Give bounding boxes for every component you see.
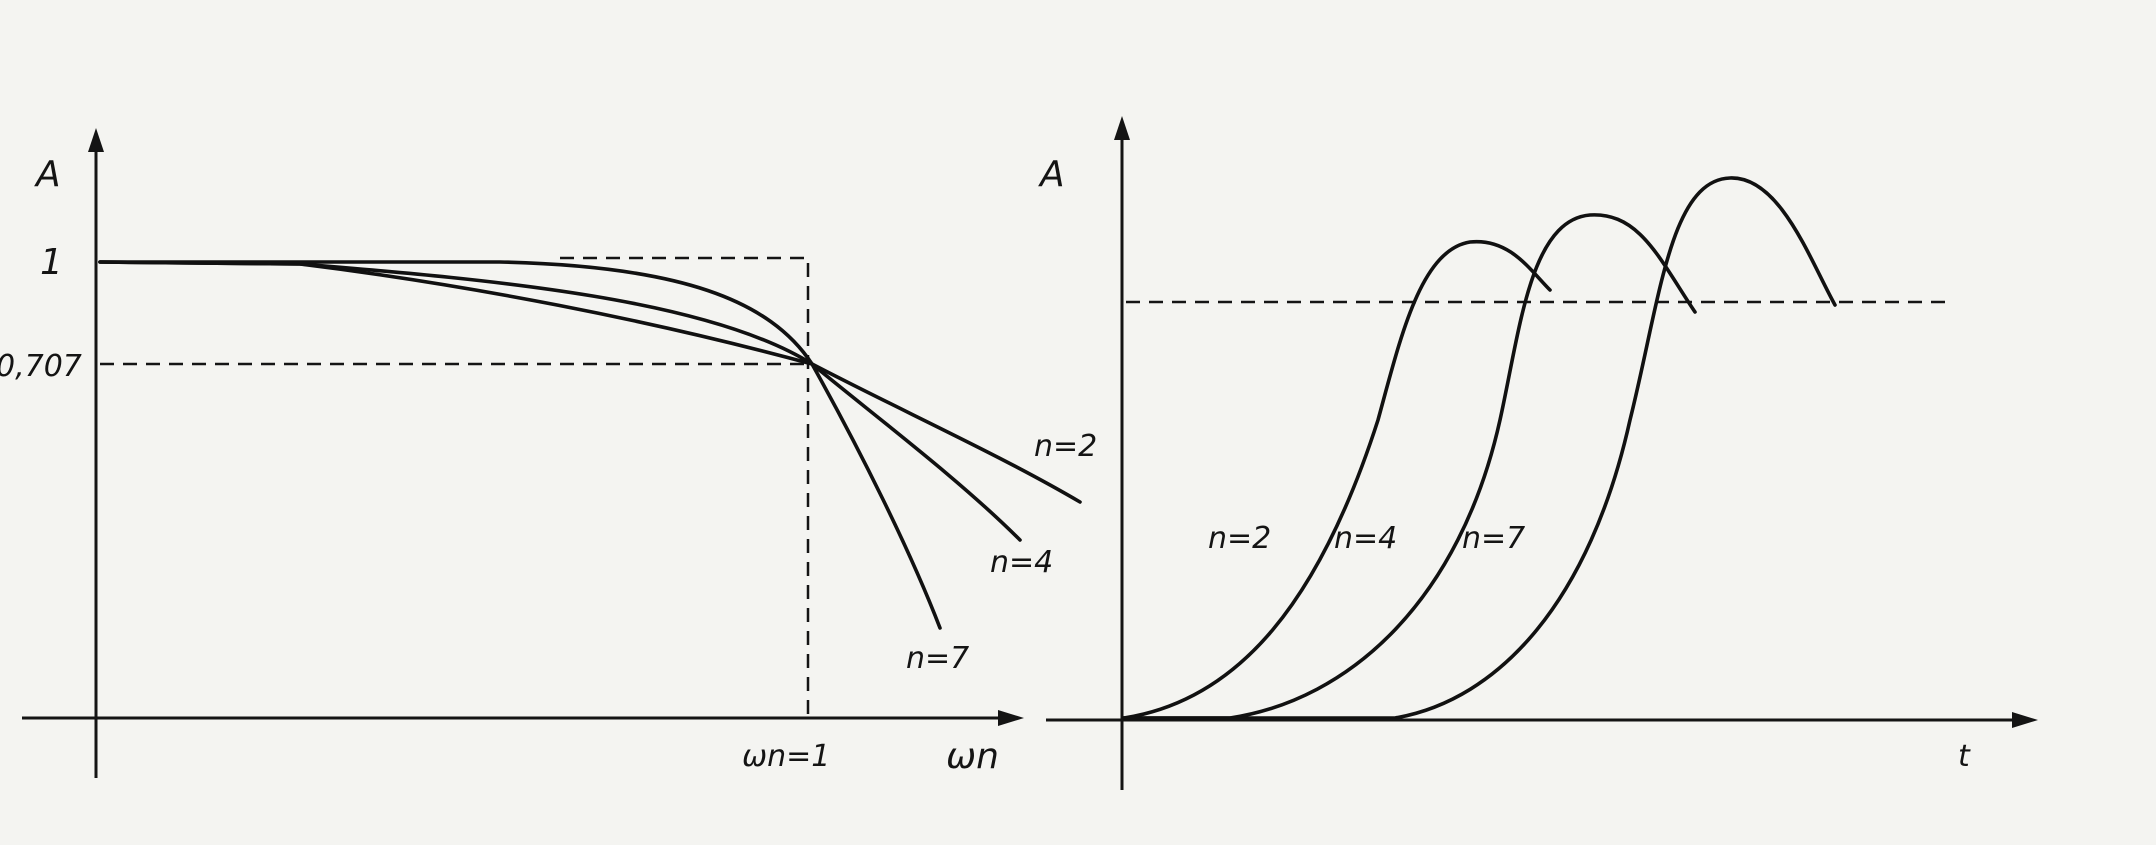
right-x-axis-arrow — [2012, 712, 2038, 728]
cutoff-label: ωn=1 — [742, 739, 830, 774]
step-curve-n4 — [1122, 213, 1697, 720]
freq-curve-n2 — [98, 260, 1082, 504]
freq-label-n4: n=4 — [990, 545, 1053, 580]
left-y-label: A — [34, 154, 61, 195]
tick-label-0707: 0,707 — [0, 349, 82, 384]
right-x-label: t — [1958, 739, 1971, 774]
step-label-n2: n=2 — [1208, 521, 1271, 556]
left-x-axis-arrow — [998, 710, 1024, 726]
step-curve-n2 — [1122, 239, 1552, 720]
right-y-axis-arrow — [1114, 116, 1130, 140]
left-x-label: ωn — [946, 736, 999, 777]
right-panel: A t n=2 n=4 n=7 — [1038, 116, 2038, 790]
ideal-filter-box — [560, 256, 810, 718]
freq-curve-n7 — [98, 260, 942, 630]
step-label-n7: n=7 — [1462, 521, 1525, 556]
step-label-n4: n=4 — [1334, 521, 1397, 556]
right-y-label: A — [1038, 154, 1065, 195]
freq-curve-n4 — [98, 260, 1022, 542]
left-panel: A 1 0,707 ωn=1 ωn n=2 n=4 n=7 — [0, 128, 1097, 778]
freq-label-n7: n=7 — [906, 641, 969, 676]
freq-label-n2: n=2 — [1034, 429, 1097, 464]
left-y-axis-arrow — [88, 128, 104, 152]
step-curve-n7 — [1122, 176, 1837, 720]
tick-label-1: 1 — [40, 242, 63, 283]
